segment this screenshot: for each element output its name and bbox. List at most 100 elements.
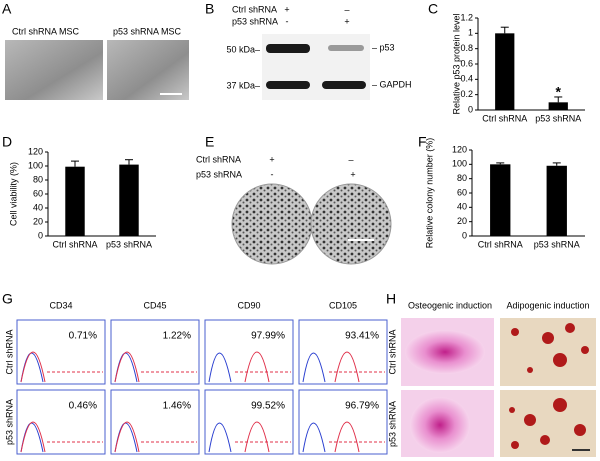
y-tick-label: 60 xyxy=(33,188,43,198)
row-label: Ctrl shRNA xyxy=(196,154,241,164)
percentage: 0.71% xyxy=(69,331,97,342)
histogram-frame xyxy=(16,389,106,455)
stain xyxy=(405,330,485,374)
micrograph xyxy=(5,40,103,100)
y-axis-title: Relative p53 protein level xyxy=(451,13,461,114)
stain-curve xyxy=(334,351,360,383)
y-tick-label: 40 xyxy=(33,202,43,212)
column-label: CD105 xyxy=(329,300,357,310)
bar xyxy=(546,165,567,236)
histogram-frame xyxy=(110,389,200,455)
percentage: 93.41% xyxy=(345,331,379,342)
panel-label: E xyxy=(205,134,214,150)
sign: – xyxy=(348,154,353,164)
panel-label: C xyxy=(428,1,438,17)
stain-curve xyxy=(114,421,140,453)
y-tick-label: 0 xyxy=(468,104,473,114)
panel-label: A xyxy=(2,1,12,17)
y-tick-label: 0 xyxy=(462,230,467,240)
row-label: Ctrl shRNA xyxy=(4,329,14,374)
micrograph xyxy=(107,40,189,100)
bar xyxy=(490,164,511,236)
x-tick-label: Ctrl shRNA xyxy=(478,239,523,249)
y-tick-label: 20 xyxy=(457,216,467,226)
y-axis-title: Relative colony number (%) xyxy=(424,138,434,249)
sign: + xyxy=(344,16,349,26)
y-tick-label: 0.2 xyxy=(460,89,473,99)
isotype-curve xyxy=(302,352,326,383)
histogram-frame xyxy=(16,319,106,385)
isotype-curve xyxy=(302,422,326,453)
band-label: – p53 xyxy=(372,42,395,52)
y-tick-label: 0.6 xyxy=(460,58,473,68)
x-tick-label: p53 shRNA xyxy=(106,239,152,249)
sign: - xyxy=(271,169,274,179)
stain-curve xyxy=(244,421,270,453)
y-tick-label: 20 xyxy=(33,216,43,226)
blot xyxy=(262,34,370,100)
marker-label: 37 kDa– xyxy=(226,80,260,90)
dish xyxy=(231,183,313,265)
bar xyxy=(119,164,139,236)
sign: – xyxy=(344,4,349,14)
lipid-stain xyxy=(509,323,589,449)
row-label: p53 shRNA xyxy=(196,169,242,179)
stain-curve xyxy=(334,421,360,453)
y-tick-label: 80 xyxy=(33,174,43,184)
x-tick-label: Ctrl shRNA xyxy=(52,239,97,249)
y-tick-label: 40 xyxy=(457,202,467,212)
band-label: – GAPDH xyxy=(372,79,412,89)
histogram-frame xyxy=(204,389,294,455)
isotype-curve xyxy=(208,422,232,453)
y-tick-label: 80 xyxy=(457,173,467,183)
panel-label: G xyxy=(2,291,13,307)
histogram-frame xyxy=(110,319,200,385)
dish xyxy=(310,183,392,265)
row-label: Ctrl shRNA xyxy=(232,4,277,14)
y-tick-label: 1 xyxy=(468,28,473,38)
sign: + xyxy=(269,154,274,164)
image-label: Ctrl shRNA MSC xyxy=(12,26,80,36)
histogram-frame xyxy=(298,389,388,455)
band xyxy=(322,81,366,89)
stain-curve xyxy=(20,421,46,453)
marker-label: 50 kDa– xyxy=(226,44,260,54)
y-tick-label: 0.4 xyxy=(460,74,473,84)
column-label: CD45 xyxy=(143,300,166,310)
panel-label: B xyxy=(205,1,214,17)
percentage: 1.22% xyxy=(163,331,191,342)
histogram-frame xyxy=(298,319,388,385)
column-label: Osteogenic induction xyxy=(408,300,492,310)
y-tick-label: 120 xyxy=(28,146,43,156)
annotation: * xyxy=(556,84,562,100)
sign: + xyxy=(284,4,289,14)
percentage: 96.79% xyxy=(345,401,379,412)
bar xyxy=(548,102,568,110)
stain-curve xyxy=(114,351,140,383)
y-tick-label: 0.8 xyxy=(460,43,473,53)
panel-label: D xyxy=(2,134,12,150)
panel-label: H xyxy=(386,291,396,307)
histogram-frame xyxy=(204,319,294,385)
percentage: 99.52% xyxy=(251,401,285,412)
row-label: p53 shRNA xyxy=(232,16,278,26)
sign: - xyxy=(286,16,289,26)
column-label: CD34 xyxy=(49,300,72,310)
column-label: CD90 xyxy=(237,300,260,310)
y-tick-label: 60 xyxy=(457,187,467,197)
y-tick-label: 120 xyxy=(452,144,467,154)
column-label: Adipogenic induction xyxy=(506,300,589,310)
x-tick-label: p53 shRNA xyxy=(534,239,580,249)
y-tick-label: 100 xyxy=(28,160,43,170)
panel-label: F xyxy=(418,134,427,150)
x-tick-label: Ctrl shRNA xyxy=(482,113,527,123)
image-label: p53 shRNA MSC xyxy=(113,26,182,36)
y-tick-label: 100 xyxy=(452,159,467,169)
y-tick-label: 1.2 xyxy=(460,12,473,22)
percentage: 1.46% xyxy=(163,401,191,412)
bar xyxy=(495,33,515,111)
y-tick-label: 0 xyxy=(38,230,43,240)
stain xyxy=(410,397,470,453)
